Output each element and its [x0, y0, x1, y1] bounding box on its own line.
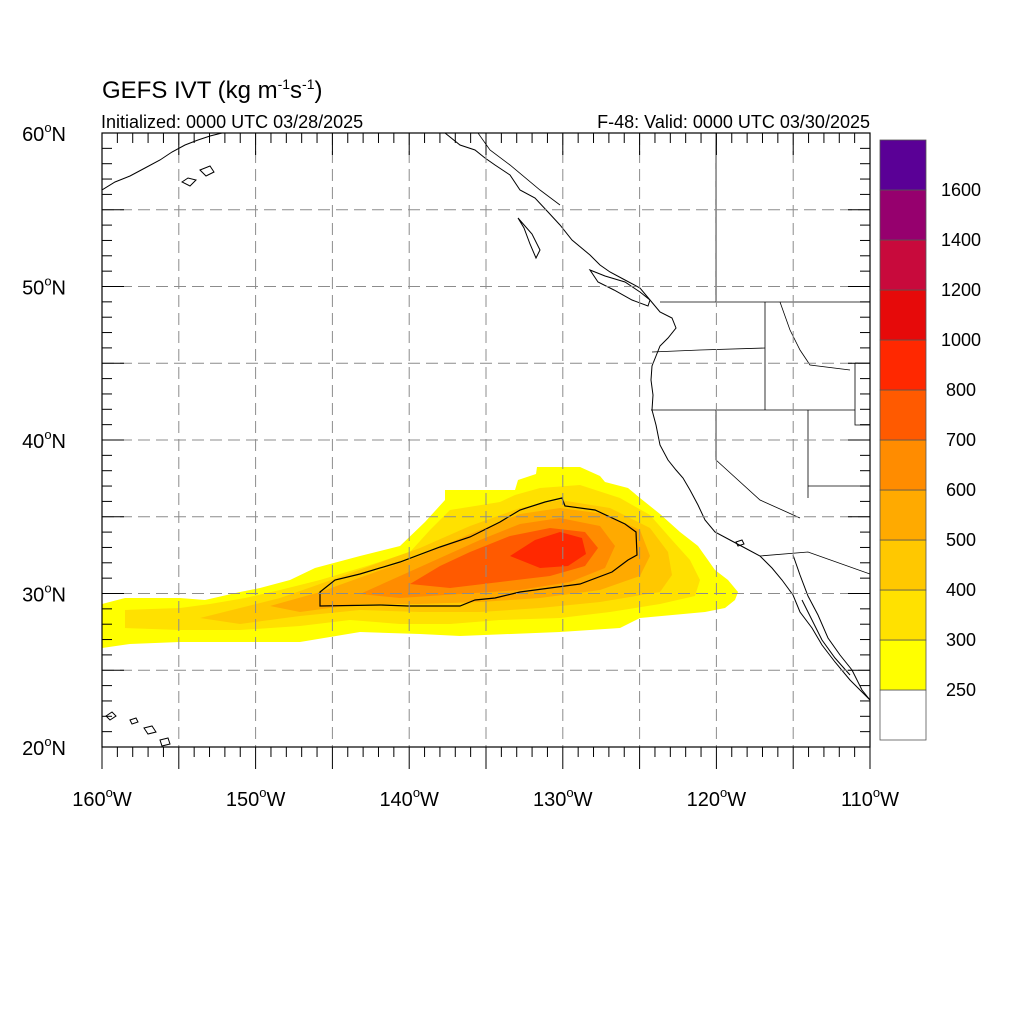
colorbar-swatch — [879, 589, 927, 641]
latitude-labels: 20oN 30oN 40oN 50oN 60oN — [22, 120, 66, 760]
lat-tick-label: 60oN — [22, 120, 66, 146]
colorbar-swatch — [879, 389, 927, 441]
coastlines — [102, 133, 870, 747]
colorbar-label: 1400 — [941, 230, 981, 250]
washington-oregon-border — [651, 347, 766, 353]
colorbar-swatch — [879, 489, 927, 541]
longitude-labels: 160oW 150oW 140oW 130oW 120oW 110oW — [72, 785, 899, 811]
channel-islands — [735, 539, 745, 547]
alaska-islands — [181, 165, 215, 187]
map-panel — [101, 132, 871, 748]
colorbar-swatch — [879, 639, 927, 691]
lat-tick-label: 50oN — [22, 274, 66, 300]
colorbar-label: 1000 — [941, 330, 981, 350]
colorbar-swatch — [879, 539, 927, 591]
lat-tick-label: 30oN — [22, 581, 66, 607]
colorbar-label: 1600 — [941, 180, 981, 200]
lat-tick-label: 20oN — [22, 734, 66, 760]
colorbar-label: 500 — [946, 530, 976, 550]
colorbar-swatch — [879, 139, 927, 191]
colorbar-label: 800 — [946, 380, 976, 400]
hawaiian-islands — [105, 711, 171, 747]
colorbar-label: 300 — [946, 630, 976, 650]
political-borders — [477, 133, 870, 575]
lon-tick-label: 110oW — [841, 785, 899, 811]
colorbar-label: 600 — [946, 480, 976, 500]
lon-tick-label: 120oW — [687, 785, 747, 811]
colorbar-swatch — [879, 239, 927, 291]
haida-gwaii — [517, 217, 541, 260]
baja-california-coast — [792, 554, 870, 701]
valid-time-label: F-48: Valid: 0000 UTC 03/30/2025 — [597, 112, 870, 132]
colorbar-swatch — [879, 189, 927, 241]
colorbar-swatch — [879, 289, 927, 341]
colorbar-label: 250 — [946, 680, 976, 700]
init-time-label: Initialized: 0000 UTC 03/28/2025 — [101, 112, 363, 132]
lon-tick-label: 150oW — [226, 785, 286, 811]
lon-tick-label: 160oW — [72, 785, 132, 811]
ivt-band-800 — [510, 532, 586, 568]
alaska-coast — [102, 133, 223, 191]
idaho-montana-border — [779, 301, 851, 371]
colorbar-label: 700 — [946, 430, 976, 450]
colorbar-swatch — [879, 689, 927, 741]
axis-ticks — [101, 132, 871, 769]
grid-lines — [102, 133, 870, 747]
colorbar-swatch — [879, 439, 927, 491]
ivt-contour-500 — [319, 497, 638, 607]
lat-tick-label: 40oN — [22, 427, 66, 453]
north-america-coastline — [444, 133, 870, 701]
us-mexico-border — [759, 551, 870, 575]
colorbar-swatch — [879, 339, 927, 391]
california-nevada-border — [715, 410, 801, 519]
map-title: GEFS IVT (kg m-1s-1) — [102, 76, 323, 104]
ivt-colorbar: 250 300 400 500 600 700 800 1000 1200 1400 1600 — [879, 139, 981, 741]
lon-tick-label: 140oW — [379, 785, 439, 811]
colorbar-label: 400 — [946, 580, 976, 600]
lon-tick-label: 130oW — [533, 785, 593, 811]
gulf-of-california-coast — [801, 599, 851, 676]
colorbar-label: 1200 — [941, 280, 981, 300]
